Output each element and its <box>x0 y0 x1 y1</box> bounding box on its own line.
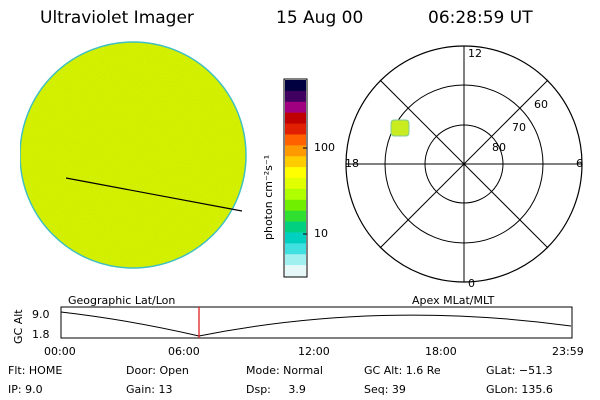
polar-plot <box>345 45 583 283</box>
altitude-timeline <box>60 306 573 339</box>
colorbar-band <box>285 167 306 179</box>
colorbar-band <box>285 156 306 168</box>
colorbar-band <box>285 134 306 146</box>
x-tick-1200: 12:00 <box>298 345 330 358</box>
colorbar-band <box>285 101 306 114</box>
earth-image <box>20 41 247 269</box>
lat-label-60: 60 <box>534 98 548 111</box>
colorbar-band <box>285 80 306 92</box>
gc-alt-axis-label: GC Alt <box>12 309 25 344</box>
x-tick-0600: 06:00 <box>168 345 200 358</box>
colorbar-band <box>285 123 306 135</box>
flt-field: Flt: HOME <box>8 364 63 377</box>
mlt-label-0: 0 <box>468 277 475 290</box>
terminator-line <box>65 177 243 212</box>
mlt-label-12: 12 <box>468 47 482 60</box>
door-field: Door: Open <box>126 364 189 377</box>
colorbar-band <box>285 265 306 277</box>
colorbar-band <box>285 243 306 255</box>
x-tick-2359: 23:59 <box>552 345 584 358</box>
aurora-spot <box>390 119 410 137</box>
colorbar <box>283 78 308 278</box>
instrument-title: Ultraviolet Imager <box>40 8 194 28</box>
colorbar-unit-label: photon cm⁻²s⁻¹ <box>262 154 275 240</box>
colorbar-band <box>285 199 306 212</box>
colorbar-tick-10: 10 <box>314 227 328 240</box>
colorbar-band <box>285 188 306 201</box>
time-label: 06:28:59 UT <box>428 8 533 28</box>
geographic-title: Geographic Lat/Lon <box>68 294 176 307</box>
dsp-field: Dsp: 3.9 <box>246 383 306 396</box>
colorbar-band <box>285 112 306 125</box>
colorbar-band <box>285 145 306 157</box>
date-label: 15 Aug 00 <box>276 8 364 28</box>
x-tick-1800: 18:00 <box>425 345 457 358</box>
x-tick-0000: 00:00 <box>44 345 76 358</box>
colorbar-band <box>285 178 306 190</box>
colorbar-band <box>285 221 306 233</box>
mlt-label-6: 6 <box>576 157 583 170</box>
glon-field: GLon: 135.6 <box>486 383 553 396</box>
apex-title: Apex MLat/MLT <box>412 294 495 307</box>
colorbar-band <box>285 232 306 244</box>
gc-alt-field: GC Alt: 1.6 Re <box>364 364 441 377</box>
colorbar-band <box>285 210 306 223</box>
y-tick-1-8: 1.8 <box>32 328 50 341</box>
mode-field: Mode: Normal <box>246 364 323 377</box>
lat-label-80: 80 <box>492 141 506 154</box>
colorbar-band <box>285 90 306 103</box>
colorbar-band <box>285 254 306 266</box>
ip-field: IP: 9.0 <box>8 383 43 396</box>
colorbar-tick-100: 100 <box>314 141 335 154</box>
glat-field: GLat: −51.3 <box>486 364 553 377</box>
mlt-label-18: 18 <box>345 157 359 170</box>
earth-texture <box>21 43 245 267</box>
lat-label-70: 70 <box>512 121 526 134</box>
seq-field: Seq: 39 <box>364 383 406 396</box>
y-tick-9: 9.0 <box>32 308 50 321</box>
gain-field: Gain: 13 <box>126 383 173 396</box>
